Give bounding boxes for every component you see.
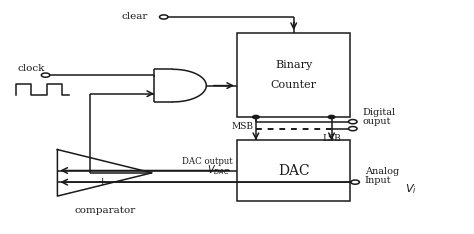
Text: ouput: ouput [362,117,391,126]
Text: Binary: Binary [275,60,312,70]
Circle shape [351,180,359,184]
Circle shape [348,120,357,124]
Circle shape [41,73,50,77]
Text: Input: Input [365,176,391,186]
Circle shape [253,115,259,119]
Circle shape [348,127,357,131]
Text: DAC: DAC [278,164,310,178]
Text: +: + [98,177,107,187]
Bar [237,140,350,201]
Circle shape [328,115,335,119]
Text: $V_{DAC}$: $V_{DAC}$ [207,164,230,177]
Circle shape [159,15,168,19]
Bar [237,33,350,117]
Text: −: − [98,165,107,176]
Text: LSB: LSB [322,135,341,143]
Text: Analog: Analog [365,167,399,176]
Text: Counter: Counter [271,80,317,90]
Text: clear: clear [121,12,147,22]
Text: $V_i$: $V_i$ [405,182,417,196]
Text: Digital: Digital [362,108,395,117]
Text: clock: clock [17,64,45,73]
Text: comparator: comparator [74,205,135,215]
Text: MSB: MSB [231,122,254,131]
Text: DAC output: DAC output [182,157,232,166]
